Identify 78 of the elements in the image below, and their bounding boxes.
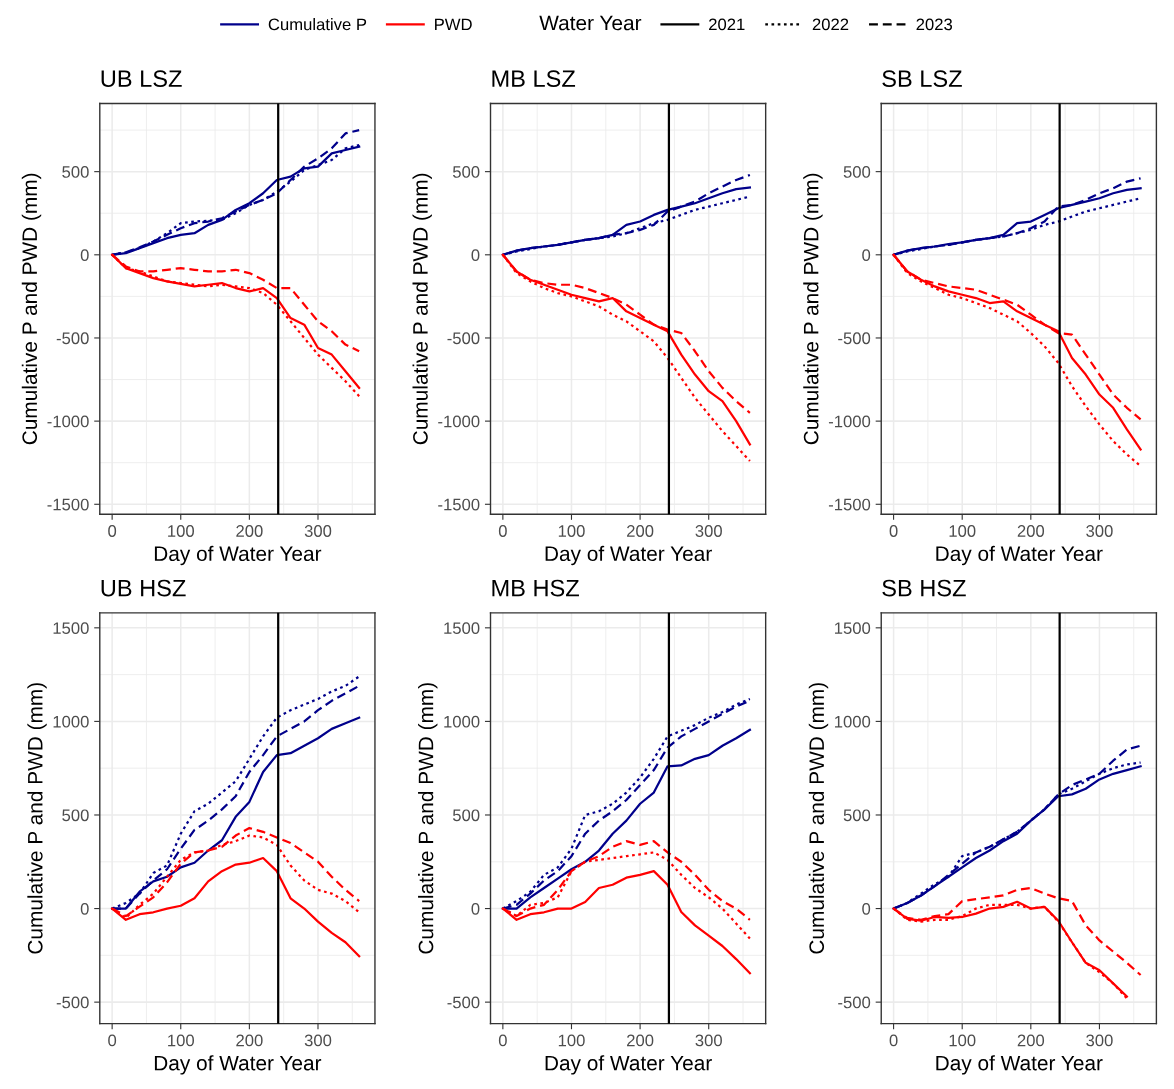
- y-tick-label: 500: [452, 809, 480, 822]
- x-axis-title: Day of Water Year: [154, 1055, 322, 1075]
- x-tick-label: 200: [627, 1034, 654, 1047]
- y-tick-label: -1500: [47, 498, 89, 511]
- legend-label: PWD: [435, 18, 472, 31]
- x-axis-title: Day of Water Year: [936, 1055, 1103, 1075]
- y-tick-label: -500: [447, 332, 480, 345]
- legend-label: 2023: [916, 18, 953, 31]
- y-tick-label: -500: [447, 996, 480, 1009]
- y-tick-label: 1000: [53, 715, 89, 728]
- y-tick-label: 1500: [835, 622, 871, 635]
- x-tick-label: 100: [949, 1034, 976, 1047]
- chart-title: SB LSZ: [882, 70, 962, 88]
- y-axis-title: Cumulative P and PWD (mm): [412, 173, 432, 445]
- x-tick-label: 300: [1086, 1034, 1113, 1047]
- y-tick-label: 0: [862, 249, 871, 262]
- x-tick-label: 300: [695, 525, 722, 537]
- chart-title: UB LSZ: [101, 70, 182, 88]
- y-axis-title: Cumulative P and PWD (mm): [27, 683, 47, 954]
- y-tick-label: -1500: [438, 498, 480, 511]
- chart-title: SB HSZ: [882, 579, 966, 597]
- x-tick-label: 0: [889, 525, 898, 537]
- y-axis-title: Cumulative P and PWD (mm): [803, 173, 823, 445]
- y-axis-title: Cumulative P and PWD (mm): [21, 173, 42, 445]
- x-tick-label: 0: [889, 1034, 898, 1047]
- y-tick-label: 1000: [835, 715, 871, 728]
- y-tick-label: -500: [838, 996, 871, 1009]
- x-tick-label: 0: [498, 525, 507, 537]
- y-tick-label: 1500: [444, 622, 480, 635]
- y-tick-label: 500: [843, 166, 871, 178]
- chart-title: MB LSZ: [492, 70, 576, 88]
- x-tick-label: 300: [1086, 525, 1113, 537]
- y-tick-label: 0: [471, 902, 480, 915]
- x-tick-label: 0: [108, 1034, 117, 1047]
- x-tick-label: 200: [236, 525, 263, 537]
- y-tick-label: -500: [56, 996, 89, 1009]
- y-tick-label: 500: [62, 809, 89, 822]
- y-tick-label: -1500: [828, 498, 871, 511]
- x-tick-label: 200: [1017, 525, 1045, 537]
- legend-label: Cumulative P: [268, 18, 367, 31]
- x-tick-label: 100: [949, 525, 976, 537]
- legend-label: 2022: [812, 18, 849, 31]
- chart-title: UB HSZ: [101, 579, 186, 597]
- x-tick-label: 200: [627, 525, 654, 537]
- x-axis-title: Day of Water Year: [545, 545, 712, 566]
- x-tick-label: 0: [498, 1034, 507, 1047]
- y-tick-label: -500: [56, 332, 89, 345]
- y-tick-label: 0: [471, 249, 480, 262]
- y-tick-label: -1000: [47, 415, 89, 428]
- y-axis-title: Cumulative P and PWD (mm): [808, 683, 829, 954]
- y-tick-label: 0: [862, 902, 871, 915]
- legend-label: 2021: [709, 18, 745, 31]
- y-tick-label: -1000: [438, 415, 480, 428]
- x-axis-title: Day of Water Year: [154, 545, 322, 566]
- x-tick-label: 100: [168, 1034, 195, 1047]
- x-tick-label: 300: [695, 1034, 722, 1047]
- x-tick-label: 300: [304, 525, 332, 537]
- x-tick-label: 100: [558, 525, 585, 537]
- x-tick-label: 300: [304, 1034, 332, 1047]
- y-tick-label: 500: [843, 809, 871, 822]
- y-tick-label: 1000: [444, 715, 480, 728]
- y-axis-title: Cumulative P and PWD (mm): [418, 683, 438, 954]
- x-tick-label: 100: [168, 525, 195, 537]
- y-tick-label: 0: [80, 249, 89, 262]
- y-tick-label: -1000: [828, 415, 871, 428]
- x-tick-label: 100: [558, 1034, 585, 1047]
- y-tick-label: 500: [452, 166, 480, 178]
- x-axis-title: Day of Water Year: [936, 545, 1103, 566]
- chart-title: MB HSZ: [492, 579, 579, 597]
- y-tick-label: 0: [80, 902, 89, 915]
- x-tick-label: 200: [236, 1034, 263, 1047]
- y-tick-label: 1500: [53, 622, 89, 635]
- x-axis-title: Day of Water Year: [545, 1055, 712, 1075]
- y-tick-label: -500: [838, 332, 871, 345]
- y-tick-label: 500: [62, 166, 89, 178]
- x-tick-label: 200: [1017, 1034, 1045, 1047]
- x-tick-label: 0: [108, 525, 117, 537]
- legend-title: Water Year: [539, 15, 642, 31]
